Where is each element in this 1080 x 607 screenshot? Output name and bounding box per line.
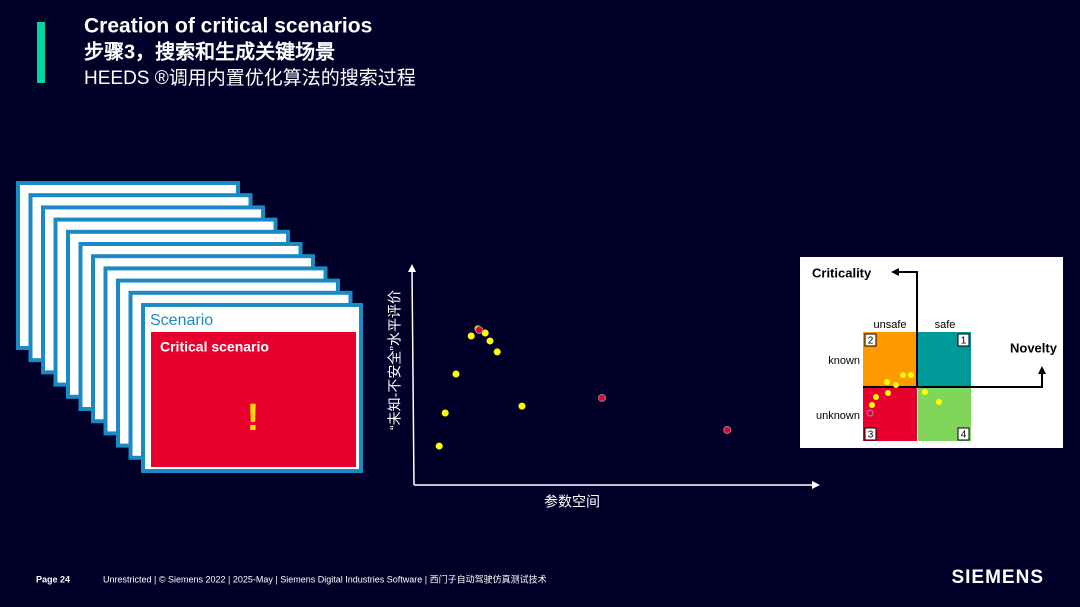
warning-mark: ! xyxy=(247,397,260,439)
point xyxy=(518,402,526,410)
brand: SIEMENS xyxy=(951,567,1044,588)
point xyxy=(598,393,606,402)
point xyxy=(452,370,460,378)
critical-label: Critical scenario xyxy=(160,339,269,355)
criticality-axis xyxy=(897,271,918,387)
point xyxy=(481,329,489,337)
q-number: 4 xyxy=(961,430,967,441)
point xyxy=(441,409,449,417)
critical-area xyxy=(151,332,356,467)
q-box xyxy=(957,333,970,347)
novelty-label: Novelty xyxy=(1010,340,1058,355)
accent-bar xyxy=(37,22,45,83)
quadrant-diagram: Criticality Novelty unsafe safe known un… xyxy=(800,257,1063,448)
q-box xyxy=(957,427,970,441)
q-number: 1 xyxy=(961,336,967,347)
point xyxy=(723,425,732,434)
x-arrow xyxy=(812,481,820,489)
novelty-axis xyxy=(863,372,1043,388)
col-label: safe xyxy=(935,319,956,331)
point xyxy=(435,442,443,450)
y-axis-label: “未知-不安全”水平评价 xyxy=(387,290,403,430)
point xyxy=(475,325,484,334)
card-title: Scenario xyxy=(150,312,213,329)
arrow xyxy=(1038,366,1046,374)
footer-info: Unrestricted | © Siemens 2022 | 2025-May… xyxy=(103,573,547,584)
row-label: known xyxy=(828,355,860,367)
q-box xyxy=(864,427,877,441)
criticality-label: Criticality xyxy=(812,265,872,280)
description: HEEDS ®调用内置优化算法的搜索过程 xyxy=(84,67,416,89)
arrow xyxy=(891,268,899,276)
y-axis xyxy=(411,269,415,486)
quadrant-dots xyxy=(866,372,942,417)
scatter-points xyxy=(435,325,732,450)
q-number: 2 xyxy=(868,336,874,347)
q-number: 3 xyxy=(868,430,874,441)
title: Creation of critical scenarios xyxy=(84,15,372,38)
point xyxy=(486,337,494,345)
point xyxy=(467,332,475,340)
col-label: unsafe xyxy=(873,319,906,331)
point xyxy=(493,348,501,356)
subtitle: 步骤3，搜索和生成关键场景 xyxy=(84,39,335,63)
x-axis-label: 参数空间 xyxy=(544,494,600,510)
page-number: Page 24 xyxy=(36,574,70,584)
row-label: unknown xyxy=(816,410,860,422)
q-box xyxy=(864,333,877,347)
y-arrow xyxy=(408,264,416,272)
